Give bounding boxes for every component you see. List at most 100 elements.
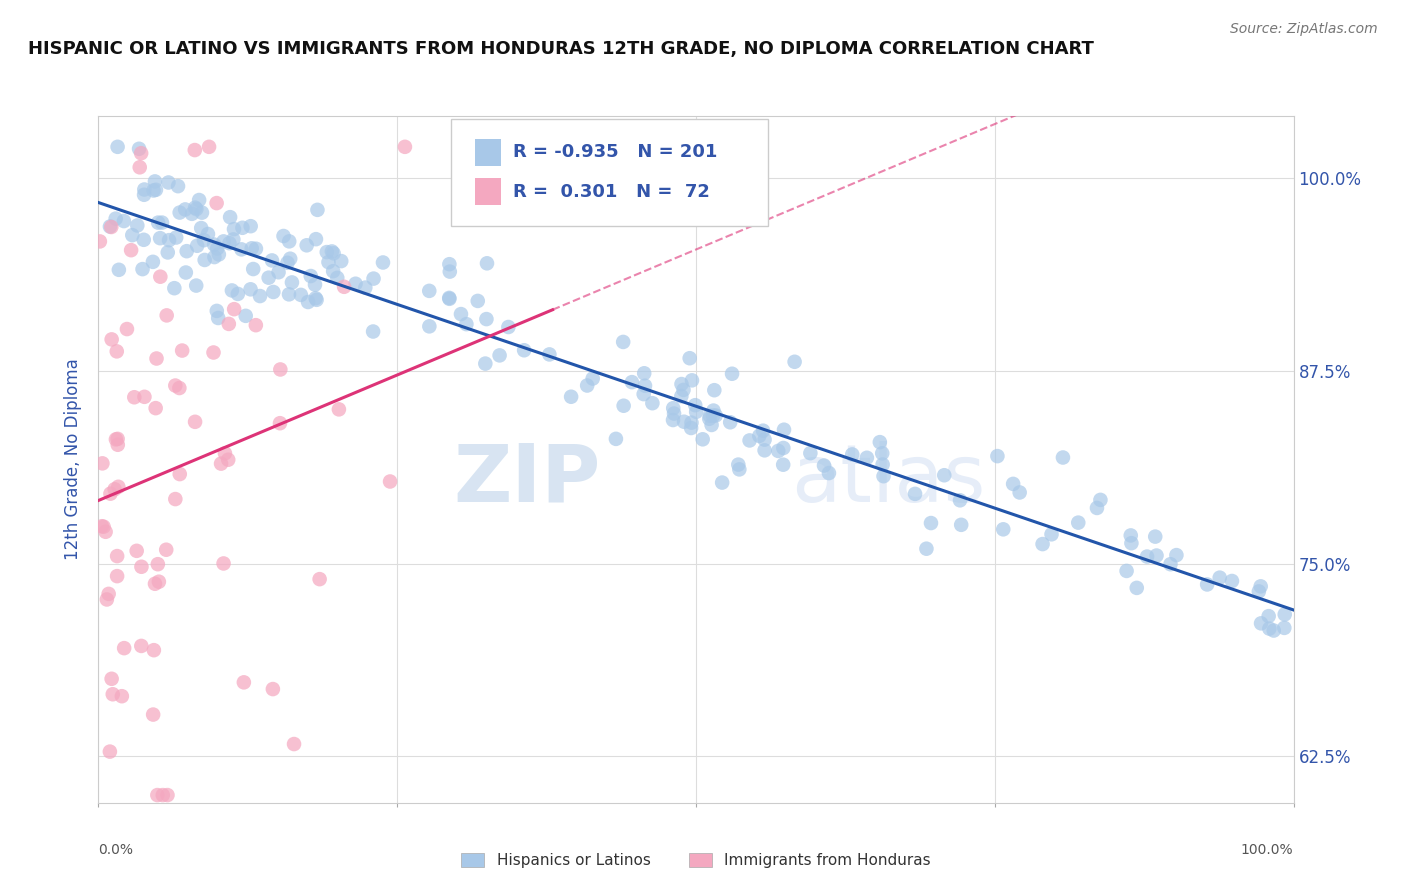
- Point: [318, 255, 340, 269]
- Point: [112, 214, 135, 228]
- Point: [934, 468, 956, 483]
- Point: [711, 475, 734, 490]
- Point: [207, 310, 229, 325]
- Point: [772, 441, 794, 455]
- Point: [267, 265, 290, 279]
- Point: [128, 161, 150, 175]
- Point: [290, 288, 312, 302]
- Text: HISPANIC OR LATINO VS IMMIGRANTS FROM HONDURAS 12TH GRADE, NO DIPLOMA CORRELATIO: HISPANIC OR LATINO VS IMMIGRANTS FROM HO…: [28, 40, 1094, 58]
- Point: [128, 142, 150, 156]
- Point: [633, 366, 655, 380]
- Point: [148, 574, 170, 589]
- Point: [239, 282, 262, 296]
- Text: R = -0.935   N = 201: R = -0.935 N = 201: [513, 144, 717, 161]
- Point: [728, 462, 751, 476]
- Point: [333, 280, 356, 294]
- Point: [768, 444, 790, 458]
- Point: [197, 227, 219, 241]
- Point: [475, 256, 498, 270]
- Point: [727, 458, 749, 472]
- Point: [872, 458, 894, 472]
- Point: [305, 293, 328, 307]
- FancyBboxPatch shape: [475, 138, 501, 166]
- Point: [184, 143, 207, 157]
- Point: [1119, 528, 1142, 542]
- Point: [205, 304, 228, 318]
- Point: [235, 309, 257, 323]
- Point: [783, 355, 806, 369]
- Point: [146, 788, 169, 802]
- Point: [142, 707, 165, 722]
- Point: [474, 357, 496, 371]
- Point: [488, 348, 510, 362]
- Point: [582, 371, 605, 385]
- Point: [269, 416, 291, 430]
- Point: [1067, 516, 1090, 530]
- Point: [818, 466, 841, 480]
- Point: [174, 202, 197, 217]
- Point: [169, 467, 191, 481]
- Point: [194, 252, 217, 267]
- Point: [703, 383, 725, 397]
- Point: [1085, 500, 1108, 515]
- Point: [612, 334, 634, 349]
- Point: [949, 493, 972, 508]
- Point: [326, 270, 349, 285]
- Point: [98, 745, 121, 759]
- Point: [305, 232, 328, 246]
- Point: [1052, 450, 1074, 465]
- Point: [467, 293, 489, 308]
- Point: [278, 287, 301, 301]
- Point: [748, 429, 770, 443]
- Point: [165, 230, 187, 244]
- Point: [773, 423, 796, 437]
- Point: [124, 390, 146, 404]
- Text: 0.0%: 0.0%: [98, 843, 134, 857]
- Point: [475, 312, 498, 326]
- Point: [605, 432, 627, 446]
- Point: [322, 264, 344, 278]
- Point: [315, 245, 337, 260]
- Point: [134, 390, 156, 404]
- Text: 100.0%: 100.0%: [1241, 843, 1294, 857]
- Point: [131, 559, 153, 574]
- Point: [439, 264, 461, 278]
- Point: [904, 487, 927, 501]
- Point: [207, 242, 229, 256]
- Point: [1166, 548, 1188, 562]
- Point: [221, 284, 243, 298]
- Point: [142, 643, 165, 657]
- Point: [205, 196, 228, 211]
- Point: [799, 446, 821, 460]
- Point: [754, 433, 776, 447]
- Point: [354, 280, 377, 294]
- Point: [105, 569, 128, 583]
- Point: [418, 284, 440, 298]
- Point: [1002, 476, 1025, 491]
- Point: [218, 236, 240, 251]
- Legend: Hispanics or Latinos, Immigrants from Honduras: Hispanics or Latinos, Immigrants from Ho…: [456, 847, 936, 874]
- Point: [174, 266, 197, 280]
- Point: [278, 252, 301, 266]
- Text: Source: ZipAtlas.com: Source: ZipAtlas.com: [1230, 22, 1378, 37]
- Point: [231, 220, 253, 235]
- Point: [257, 270, 280, 285]
- Point: [142, 255, 165, 269]
- Point: [100, 486, 122, 500]
- Point: [330, 254, 353, 268]
- Point: [146, 557, 169, 571]
- Point: [1040, 527, 1063, 541]
- Point: [673, 415, 696, 429]
- Point: [1008, 485, 1031, 500]
- Point: [184, 201, 207, 215]
- Point: [283, 737, 305, 751]
- Point: [1121, 536, 1143, 550]
- Point: [1263, 624, 1285, 638]
- Point: [986, 449, 1008, 463]
- Point: [209, 457, 232, 471]
- Point: [107, 438, 129, 452]
- Point: [163, 281, 186, 295]
- Point: [304, 277, 326, 292]
- Point: [344, 277, 367, 291]
- Point: [145, 401, 167, 416]
